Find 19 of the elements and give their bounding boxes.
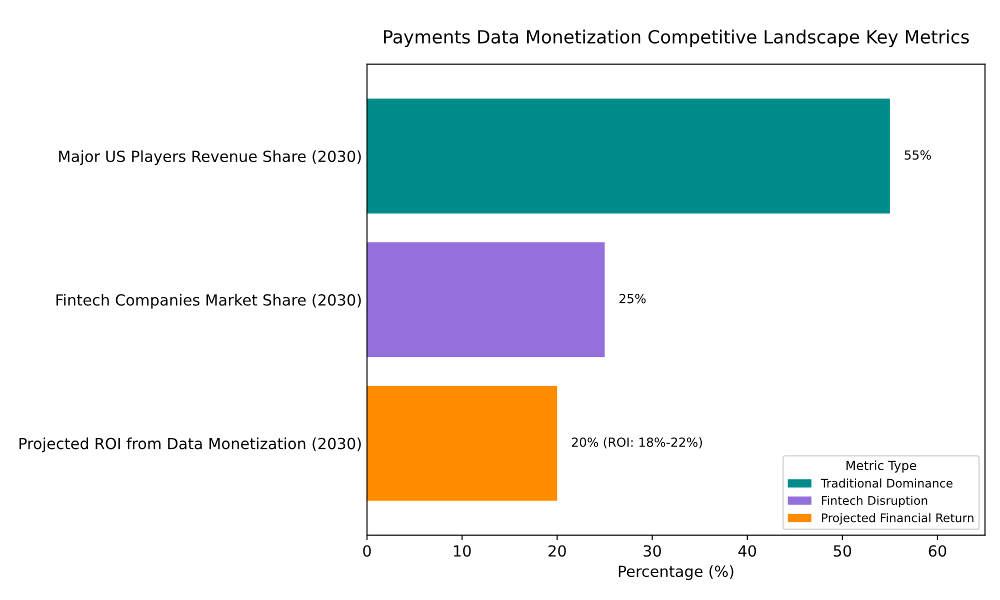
x-tick-label: 40 [738, 545, 756, 557]
legend-label: Projected Financial Return [822, 513, 974, 525]
y-tick-label: Projected ROI from Data Monetization (2030) [20, 437, 361, 452]
x-axis-title: Percentage (%) [618, 565, 734, 580]
x-tick-label: 50 [834, 545, 852, 557]
chart-title: Payments Data Monetization Competitive Landscape Key Metrics [384, 30, 969, 48]
y-tick-label: Major US Players Revenue Share (2030) [59, 150, 361, 166]
x-tick-label: 30 [644, 545, 661, 557]
x-tick-label: 0 [363, 545, 371, 557]
x-tick-label: 20 [548, 545, 566, 557]
data-label: 55% [904, 150, 931, 160]
legend-label: Traditional Dominance [820, 478, 952, 488]
x-tick-label: 10 [454, 545, 471, 557]
legend-title: Metric Type [846, 460, 916, 473]
data-label: 20% (ROI: 18%-22%) [572, 437, 702, 448]
y-tick-label: Fintech Companies Market Share (2030) [56, 294, 361, 309]
x-tick-label: 60 [928, 545, 946, 557]
data-label: 25% [619, 294, 646, 304]
legend-label: Fintech Disruption [822, 496, 928, 508]
